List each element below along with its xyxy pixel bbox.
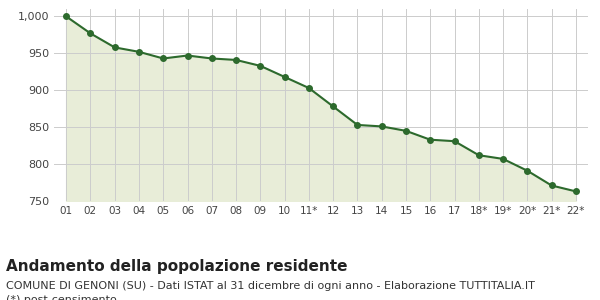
Text: Andamento della popolazione residente: Andamento della popolazione residente	[6, 260, 347, 274]
Text: COMUNE DI GENONI (SU) - Dati ISTAT al 31 dicembre di ogni anno - Elaborazione TU: COMUNE DI GENONI (SU) - Dati ISTAT al 31…	[6, 281, 535, 291]
Text: (*) post-censimento: (*) post-censimento	[6, 295, 117, 300]
